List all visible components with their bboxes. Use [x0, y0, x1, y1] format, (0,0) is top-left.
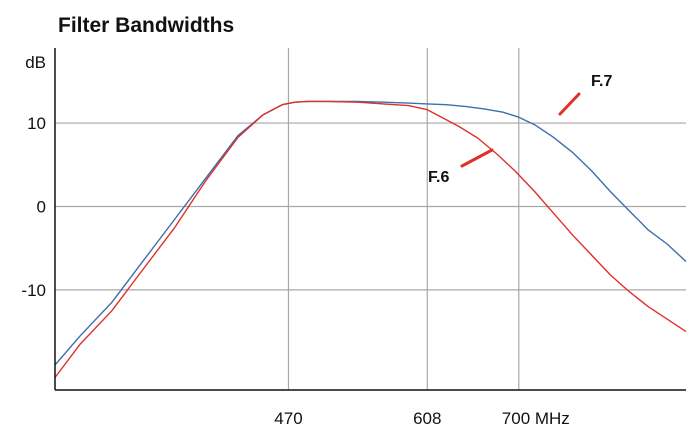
series-line-f6	[54, 100, 687, 378]
leader-line-f7	[558, 92, 581, 116]
x-tick-label: 608	[413, 409, 441, 428]
x-tick-labels: 470 608 700 MHz	[274, 409, 570, 428]
plot-frame	[54, 48, 686, 391]
x-tick-label: 700 MHz	[502, 409, 570, 428]
chart-title: Filter Bandwidths	[58, 14, 234, 37]
y-tick-label: -10	[21, 281, 46, 300]
y-tick-label: 0	[37, 197, 46, 216]
y-axis-unit-label: dB	[25, 53, 46, 72]
annotation-label-f7: F.7	[591, 73, 612, 90]
y-tick-labels: 10 0 -10	[21, 114, 46, 300]
leader-line-f6	[460, 148, 494, 168]
series-annotations: F.7 F.6	[428, 73, 612, 186]
annotation-label-f6: F.6	[428, 169, 449, 186]
series-lines	[54, 100, 687, 378]
series-line-f7	[54, 100, 687, 366]
y-tick-label: 10	[27, 114, 46, 133]
x-tick-label: 470	[274, 409, 302, 428]
grid-lines	[55, 48, 686, 390]
